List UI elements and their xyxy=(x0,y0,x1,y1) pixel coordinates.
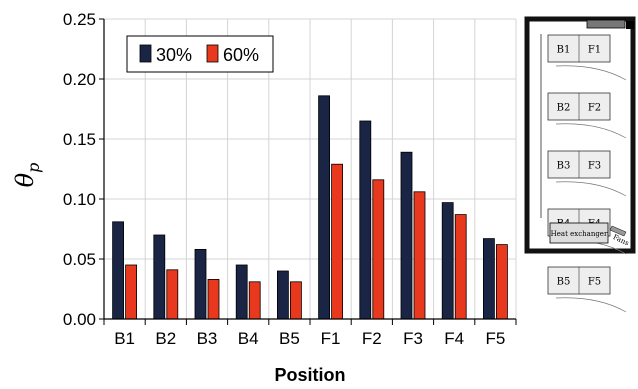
x-tick-label: F5 xyxy=(485,329,505,348)
y-tick-label: 0.00 xyxy=(63,310,96,329)
pallet-label: F2 xyxy=(588,103,601,114)
bar-30pct-b3 xyxy=(194,248,207,320)
legend-swatch-60 xyxy=(206,44,219,63)
bar-60pct-b2 xyxy=(166,269,179,320)
y-tick-labels: 0.00 0.05 0.10 0.15 0.20 0.25 xyxy=(63,10,96,329)
x-tick-label: F4 xyxy=(444,329,464,348)
x-tick-label: F1 xyxy=(321,329,341,348)
bar-60pct-b1 xyxy=(125,264,137,320)
bar-30pct-f3 xyxy=(400,151,413,320)
legend-label-30: 30% xyxy=(156,45,192,65)
heat-exchanger-label: Heat exchanger xyxy=(551,230,608,238)
y-axis-subscript: p xyxy=(24,163,43,173)
x-tick-label: B2 xyxy=(155,329,176,348)
bar-30pct-b2 xyxy=(153,234,166,320)
pallet-label: B2 xyxy=(557,103,571,114)
bar-60pct-b5 xyxy=(289,281,302,320)
airflow-arrow xyxy=(555,123,627,139)
bar-30pct-f2 xyxy=(359,120,372,320)
bar-30pct-f4 xyxy=(441,202,454,320)
bar-60pct-f5 xyxy=(495,244,508,320)
x-tick-label: B5 xyxy=(279,329,300,348)
bar-30pct-b4 xyxy=(235,264,248,320)
y-axis-symbol: θ xyxy=(11,172,39,187)
airflow-arrow xyxy=(555,65,627,81)
x-tick-label: F3 xyxy=(403,329,423,348)
x-tick-labels: B1 B2 B3 B4 B5 F1 F2 F3 F4 F5 xyxy=(114,329,505,348)
y-tick-label: 0.20 xyxy=(63,70,96,89)
heat-exchanger-box xyxy=(549,222,609,244)
legend-swatch-30 xyxy=(139,44,152,63)
bar-30pct-b5 xyxy=(276,270,289,320)
bars xyxy=(112,95,508,320)
ceiling-duct xyxy=(586,19,626,29)
airflow-arrow xyxy=(555,297,627,313)
pallet-label: F1 xyxy=(588,45,601,56)
bar-60pct-b3 xyxy=(207,278,220,320)
y-tick-label: 0.10 xyxy=(63,190,96,209)
pallet-label: B5 xyxy=(557,277,571,288)
bar-60pct-f4 xyxy=(454,214,467,320)
pallet-label: F3 xyxy=(588,161,601,172)
container-wall xyxy=(524,16,636,254)
y-tick-label: 0.05 xyxy=(63,250,96,269)
pallet-label: F5 xyxy=(588,277,601,288)
pallet-label: B1 xyxy=(557,45,571,56)
x-axis-title: Position xyxy=(275,365,346,385)
bar-60pct-f1 xyxy=(331,163,344,320)
bar-30pct-b1 xyxy=(112,221,124,320)
bar-60pct-f2 xyxy=(372,179,385,320)
bar-60pct-b4 xyxy=(248,281,261,320)
axes xyxy=(99,18,517,325)
y-axis-title: θp xyxy=(11,163,43,188)
x-tick-label: B1 xyxy=(114,329,135,348)
y-tick-label: 0.15 xyxy=(63,130,96,149)
legend-label-60: 60% xyxy=(223,45,259,65)
ceiling-vent xyxy=(626,21,634,29)
diagram-cells: B1F1B2F2B3F3B4F4B5F5 xyxy=(547,34,627,313)
bar-30pct-f5 xyxy=(482,238,495,320)
y-tick-label: 0.25 xyxy=(63,10,96,29)
bar-30pct-f1 xyxy=(318,95,331,320)
airflow-arrow xyxy=(555,181,627,197)
bar-60pct-f3 xyxy=(413,191,426,320)
container-schematic: B1F1B2F2B3F3B4F4B5F5 Heat exchanger Fans xyxy=(523,16,637,313)
pallet-label: B3 xyxy=(557,161,571,172)
legend: 30% 60% xyxy=(126,35,274,73)
x-tick-label: F2 xyxy=(362,329,382,348)
x-tick-label: B3 xyxy=(197,329,218,348)
fans-icon xyxy=(609,225,627,237)
x-tick-label: B4 xyxy=(238,329,259,348)
